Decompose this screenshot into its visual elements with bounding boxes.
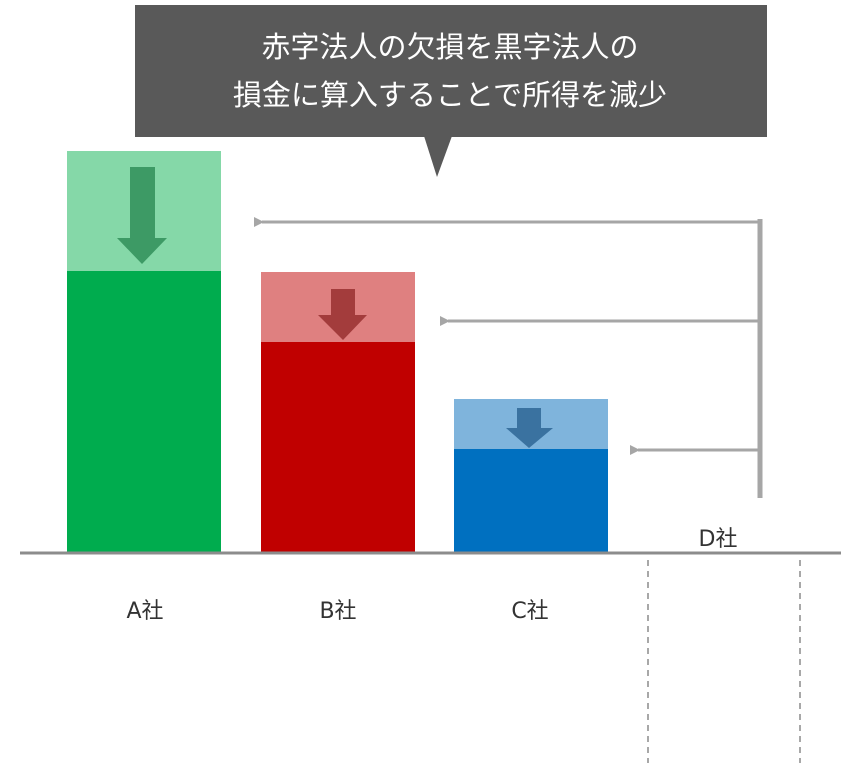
callout-pointer xyxy=(424,136,452,177)
company-label: A社 xyxy=(126,599,163,624)
down-arrow xyxy=(117,167,167,264)
company-label: C社 xyxy=(511,599,548,624)
company-label: B社 xyxy=(319,599,356,624)
company-label: D社 xyxy=(699,527,738,552)
callout-line: 赤字法人の欠損を黒字法人の xyxy=(261,30,638,64)
callout-line: 損金に算入することで所得を減少 xyxy=(233,78,667,112)
down-arrow xyxy=(318,289,367,340)
callout-box xyxy=(135,5,767,137)
income-bar xyxy=(454,449,608,553)
income-bar xyxy=(67,271,221,553)
down-arrow xyxy=(506,408,553,448)
income-bar xyxy=(261,342,415,553)
